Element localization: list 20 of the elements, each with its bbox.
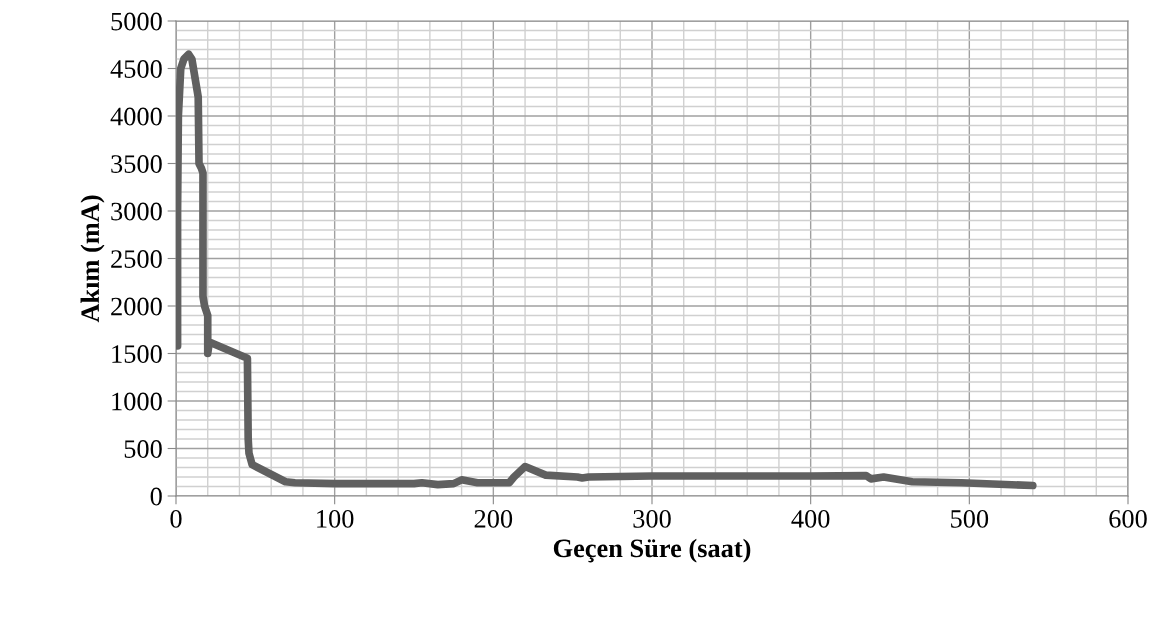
y-tick-label: 1000 — [112, 392, 162, 411]
x-axis-title: Geçen Süre (saat) — [553, 538, 751, 563]
x-tick-label: 500 — [951, 509, 989, 528]
x-tick-label: 400 — [791, 509, 830, 528]
y-tick-label: 3000 — [111, 202, 162, 221]
y-tick-label: 4500 — [110, 60, 162, 78]
y-axis-title: Akım (mA) — [80, 195, 105, 323]
x-tick-label: 0 — [170, 509, 182, 528]
x-tick-label: 600 — [1109, 509, 1147, 528]
x-tick-label: 100 — [317, 509, 354, 528]
y-tick-label: 2000 — [111, 297, 162, 316]
y-tick-label: 3500 — [111, 155, 162, 173]
y-tick-label: 5000 — [111, 12, 162, 31]
y-tick-label: 4000 — [110, 107, 162, 126]
y-tick-label: 500 — [124, 440, 162, 458]
y-tick-label: 2500 — [111, 250, 162, 268]
x-tick-label: 200 — [474, 509, 513, 528]
y-tick-label: 1500 — [112, 345, 162, 363]
x-tick-label: 300 — [633, 509, 671, 528]
y-tick-label: 0 — [150, 487, 162, 506]
